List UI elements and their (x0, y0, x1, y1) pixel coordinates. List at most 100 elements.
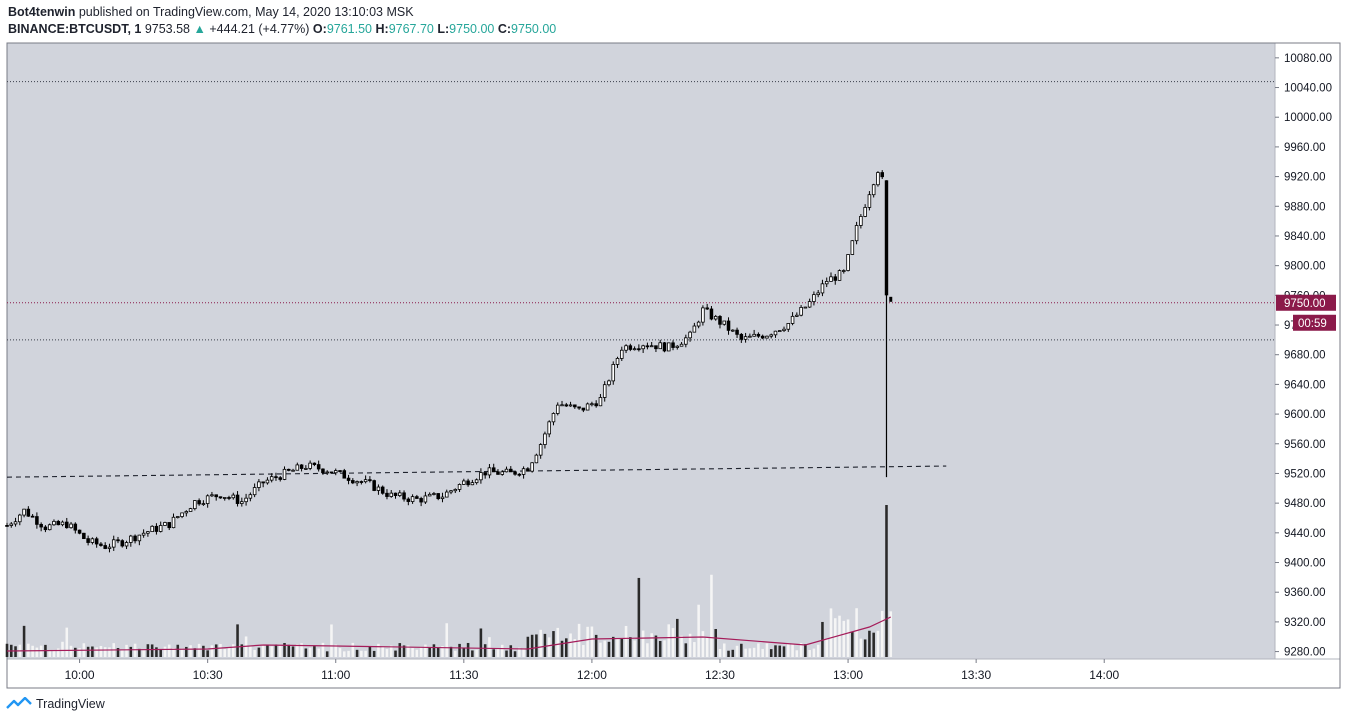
candle-body (56, 520, 60, 526)
candle-body (167, 522, 172, 529)
candle-body (632, 348, 637, 351)
volume-bar (838, 615, 841, 657)
volume-bar (355, 649, 359, 657)
symbol-label[interactable]: BINANCE:BTCUSDT, 1 (8, 22, 142, 36)
candle-body (649, 345, 654, 348)
y-tick-label: 9840.00 (1284, 231, 1326, 243)
candle-body (470, 482, 475, 486)
volume-bar (547, 637, 551, 657)
candle-body (453, 489, 458, 492)
candle-body (133, 535, 137, 542)
low-value: 9750.00 (449, 22, 495, 36)
volume-bar (61, 641, 64, 657)
volume-bar (650, 633, 653, 657)
candle-body (231, 494, 236, 499)
price-chart[interactable]: 10080.00 10040.00 10000.00 9960.00 9920.00 98… (0, 0, 1348, 690)
candle-body (325, 471, 329, 474)
candle-body (850, 240, 855, 255)
candle-body (444, 491, 449, 498)
volume-bar (808, 650, 811, 657)
volume-bar (855, 608, 858, 657)
candle-body (833, 276, 838, 281)
candle-body (372, 480, 376, 491)
volume-bar (415, 649, 419, 657)
candle-body (73, 523, 78, 531)
volume-bar (91, 646, 94, 657)
candle-body (671, 342, 675, 348)
candle-body (564, 404, 569, 407)
publisher-name[interactable]: Bot4tenwin (8, 5, 76, 19)
candle-body (287, 468, 291, 471)
x-tick-label: 10:00 (65, 668, 95, 682)
volume-bar (5, 643, 9, 657)
candle-body (675, 345, 680, 348)
volume-bar (582, 645, 585, 657)
volume-bar (825, 638, 828, 657)
candle-body (692, 325, 697, 333)
volume-bar (176, 644, 180, 657)
candle-body (77, 529, 82, 534)
volume-bar (833, 618, 837, 657)
volume-bar (202, 645, 205, 657)
volume-bar (705, 637, 709, 657)
candle-body (240, 501, 244, 504)
volume-bar (287, 644, 291, 657)
y-tick-label: 9800.00 (1284, 261, 1326, 273)
volume-bar (829, 608, 833, 657)
volume-bar (735, 645, 739, 657)
volume-bar (658, 640, 662, 657)
candle-body (308, 462, 312, 469)
volume-bar (722, 643, 726, 657)
candle-body (218, 496, 223, 499)
volume-bar (791, 643, 794, 657)
candle-body (269, 476, 274, 481)
brand-name: TradingView (36, 697, 105, 711)
volume-bar (654, 635, 658, 657)
candle-body (790, 315, 795, 324)
volume-bar (424, 644, 427, 657)
low-label: L: (437, 22, 450, 36)
candle-body (611, 364, 616, 382)
chart-frame (6, 42, 1341, 689)
volume-bar (325, 651, 329, 657)
volume-bar (804, 644, 807, 657)
volume-bar (454, 650, 457, 657)
volume-bar (740, 643, 743, 657)
candle-body (547, 421, 551, 435)
candle-body (628, 345, 633, 350)
candle-body (701, 307, 705, 323)
candle-body (765, 335, 769, 339)
volume-bar (846, 619, 850, 657)
volume-bar (611, 636, 615, 657)
volume-bar (223, 649, 227, 657)
y-tick-label: 9280.00 (1284, 647, 1326, 659)
volume-bar (799, 642, 803, 657)
volume-bar (99, 645, 103, 657)
candle-body (69, 523, 73, 529)
candle-body (688, 331, 692, 339)
candle-body (35, 516, 39, 525)
volume-bar (138, 648, 141, 657)
candle-body (713, 316, 718, 320)
volume-bar (530, 634, 534, 657)
y-tick-label: 9520.00 (1284, 468, 1326, 480)
candle-body (111, 539, 116, 548)
candle-body (748, 335, 752, 338)
volume-bar (543, 633, 547, 657)
x-tick-label: 12:30 (705, 668, 735, 682)
volume-bar (185, 646, 188, 657)
volume-bar (616, 638, 619, 657)
volume-bar (197, 643, 201, 657)
y-tick-label: 9320.00 (1284, 617, 1326, 629)
candle-body (709, 308, 714, 320)
volume-bar (108, 647, 111, 657)
volume-bar (159, 649, 162, 657)
volume-bar (599, 642, 602, 657)
volume-bar (492, 649, 495, 657)
candle-body (581, 407, 586, 411)
volume-bar (496, 648, 500, 657)
candle-body (658, 342, 662, 350)
open-value: 9761.50 (326, 22, 372, 36)
volume-bar (52, 649, 56, 657)
candle-body (124, 542, 129, 547)
